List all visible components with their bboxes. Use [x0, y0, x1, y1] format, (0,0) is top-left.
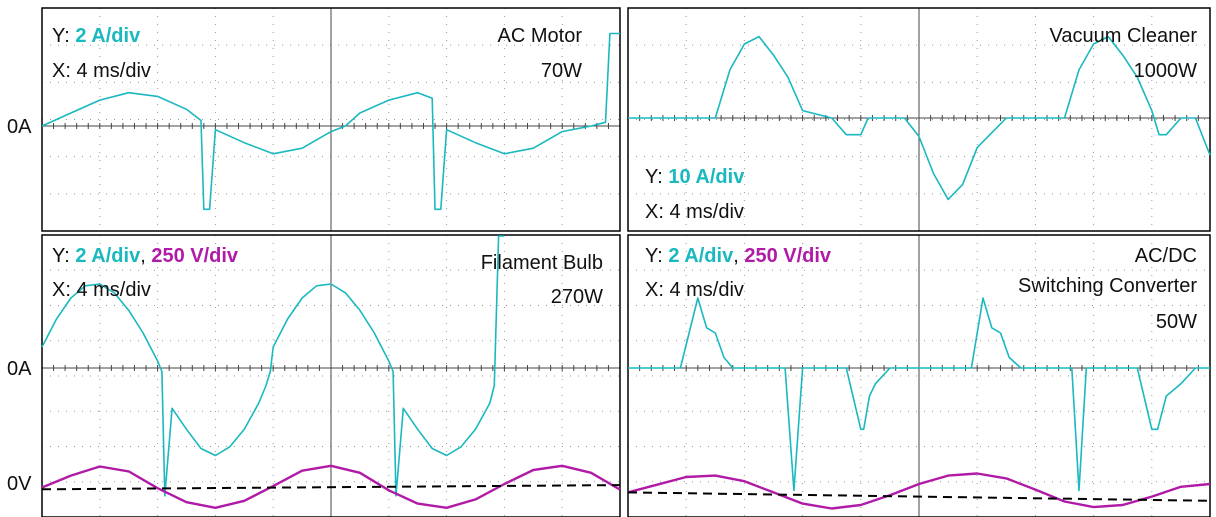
scale-y-bulb: Y: 2 A/div, 250 V/div — [52, 245, 239, 267]
power-vacuum-cleaner: 1000W — [1134, 60, 1197, 82]
title-vacuum-cleaner: Vacuum Cleaner — [1050, 25, 1198, 47]
title-switching-converter-line2: Switching Converter — [1018, 275, 1197, 297]
trace-voltage-panel-3 — [627, 472, 1211, 510]
power-filament-bulb: 270W — [551, 286, 603, 308]
panel-switching-converter: Y: 2 A/div, 250 V/div X: 4 ms/div AC/DC … — [645, 245, 1197, 333]
trace-current-panel-0 — [41, 32, 620, 211]
panel-grid-1 — [627, 7, 1211, 232]
panel-grid-2 — [41, 234, 621, 517]
zero-current-label-bottom: 0A — [7, 358, 32, 380]
power-ac-motor: 70W — [541, 60, 582, 82]
scale-x-motor: X: 4 ms/div — [52, 60, 151, 82]
trace-reference-panel-2 — [41, 484, 621, 491]
trace-reference-panel-3 — [627, 491, 1211, 502]
scale-x-converter: X: 4 ms/div — [645, 279, 744, 301]
panel-frame — [627, 7, 1211, 232]
scale-x-bulb: X: 4 ms/div — [52, 279, 151, 301]
panel-frame — [41, 7, 621, 232]
trace-voltage-panel-2 — [41, 464, 621, 509]
scale-y-current-vacuum: Y: 10 A/div — [645, 166, 745, 188]
panel-frame — [41, 234, 621, 517]
trace-current-panel-1 — [628, 35, 1211, 201]
zero-voltage-label: 0V — [7, 473, 32, 495]
scale-y-current-motor: Y: 2 A/div — [52, 25, 141, 47]
scale-x-vacuum: X: 4 ms/div — [645, 201, 744, 223]
panel-grid-3 — [627, 234, 1211, 517]
trace-current-panel-3 — [628, 297, 1210, 492]
power-switching-converter: 50W — [1156, 311, 1197, 333]
title-switching-converter: AC/DC — [1135, 245, 1197, 267]
grid-layer — [41, 7, 1211, 517]
panel-vacuum-cleaner: Vacuum Cleaner 1000W Y: 10 A/div X: 4 ms… — [645, 25, 1197, 223]
panel-filament-bulb: Y: 2 A/div, 250 V/div X: 4 ms/div Filame… — [52, 245, 603, 308]
trace-current-panel-2 — [41, 235, 505, 497]
panel-frame — [627, 234, 1211, 517]
panel-ac-motor: Y: 2 A/div X: 4 ms/div AC Motor 70W — [52, 25, 582, 82]
title-filament-bulb: Filament Bulb — [481, 252, 603, 274]
panel-grid-0 — [41, 7, 621, 232]
title-ac-motor: AC Motor — [498, 25, 583, 47]
scale-y-converter: Y: 2 A/div, 250 V/div — [645, 245, 832, 267]
trace-layer — [41, 32, 1211, 510]
zero-current-label-top: 0A — [7, 116, 32, 138]
